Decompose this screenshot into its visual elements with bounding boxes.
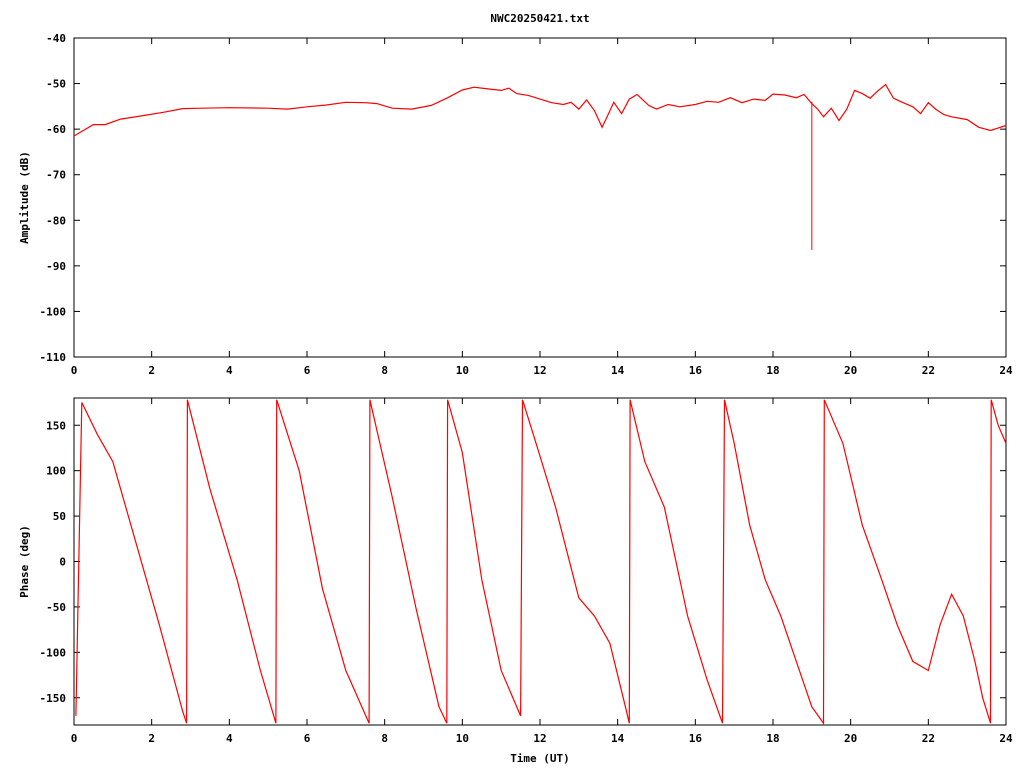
- chart-title: NWC20250421.txt: [490, 12, 589, 25]
- x-tick-label: 24: [999, 364, 1013, 377]
- y-tick-label: -50: [46, 601, 66, 614]
- x-tick-label: 22: [922, 732, 935, 745]
- plot-frame: [73, 37, 1007, 358]
- x-tick-label: 16: [689, 364, 703, 377]
- y-tick-label: 150: [46, 419, 66, 432]
- x-tick-label: 18: [766, 732, 779, 745]
- x-tick-label: 8: [381, 364, 388, 377]
- x-tick-label: 10: [456, 364, 469, 377]
- y-tick-label: -40: [46, 32, 66, 45]
- y-tick-label: -60: [46, 123, 66, 136]
- y-tick-label: -100: [40, 305, 67, 318]
- y-axis-label: Phase (deg): [18, 525, 31, 598]
- x-tick-label: 18: [766, 364, 779, 377]
- y-tick-label: 0: [59, 556, 66, 569]
- y-axis-label: Amplitude (dB): [18, 151, 31, 244]
- y-tick-label: -50: [46, 78, 66, 91]
- x-tick-label: 4: [226, 732, 233, 745]
- x-tick-label: 14: [611, 364, 625, 377]
- x-axis-label: Time (UT): [510, 752, 570, 765]
- amplitude-panel: 0 2 4 6 8 10 12 14 16 18 20 22 24-40-50-60-70-80-90-…: [18, 32, 1013, 377]
- y-tick-label: -90: [46, 260, 66, 273]
- y-tick-label: -110: [40, 351, 67, 364]
- y-tick-label: -80: [46, 214, 66, 227]
- y-tick-label: -150: [40, 692, 67, 705]
- x-tick-label: 12: [533, 364, 546, 377]
- y-tick-label: 100: [46, 465, 66, 478]
- series-line: [75, 399, 1007, 726]
- x-tick-label: 0: [71, 364, 78, 377]
- x-tick-label: 2: [148, 732, 155, 745]
- phase-panel: 0 2 4 6 8 10 12 14 16 18 20 22 24150100500-50-100-15…: [18, 397, 1013, 765]
- series-line: [73, 83, 1007, 137]
- x-tick-label: 14: [611, 732, 625, 745]
- y-tick-label: -100: [40, 646, 67, 659]
- x-tick-label: 16: [689, 732, 703, 745]
- x-tick-label: 12: [533, 732, 546, 745]
- x-tick-label: 4: [226, 364, 233, 377]
- y-tick-label: -70: [46, 169, 66, 182]
- x-tick-label: 0: [71, 732, 78, 745]
- x-tick-label: 10: [456, 732, 469, 745]
- x-tick-label: 6: [304, 732, 311, 745]
- x-tick-label: 2: [148, 364, 155, 377]
- x-tick-label: 6: [304, 364, 311, 377]
- x-tick-label: 20: [844, 364, 857, 377]
- plot-frame: [73, 397, 1007, 726]
- x-tick-label: 8: [381, 732, 388, 745]
- x-tick-label: 22: [922, 364, 935, 377]
- x-tick-label: 20: [844, 732, 857, 745]
- x-tick-label: 24: [999, 732, 1013, 745]
- y-tick-label: 50: [53, 510, 66, 523]
